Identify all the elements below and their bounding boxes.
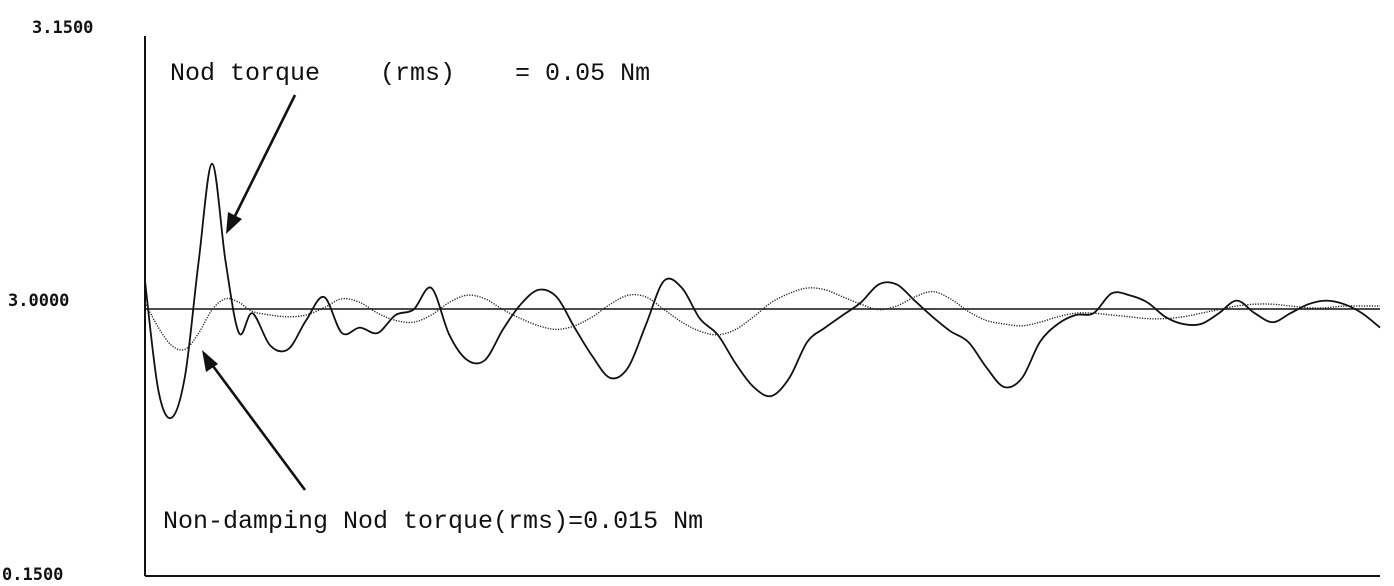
y-tick-label-top: 3.1500 [32, 18, 93, 38]
arrowhead-non-damping [202, 350, 218, 372]
y-tick-label-mid: 3.0000 [8, 291, 69, 311]
arrow-nod-torque [230, 94, 297, 223]
arrowhead-nod-torque [226, 212, 242, 234]
annotation-nod-torque: Nod torque (rms) = 0.05 Nm [170, 59, 650, 88]
series-line-nod-torque [144, 162, 1381, 420]
arrow-non-damping [208, 361, 307, 491]
series-line-non-damping [144, 287, 1380, 351]
y-tick-label-bottom: 0.1500 [2, 565, 63, 585]
annotation-non-damping: Non-damping Nod torque(rms)=0.015 Nm [163, 507, 703, 536]
series-layer [144, 162, 1381, 420]
